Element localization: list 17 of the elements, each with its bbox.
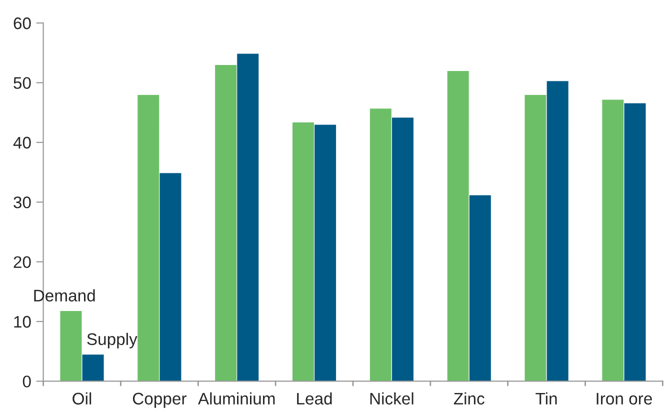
y-tick-label: 30 (14, 196, 31, 208)
x-tick-label: Copper (132, 392, 186, 408)
y-tick-label: 20 (14, 256, 31, 268)
y-tick-label: 60 (14, 17, 31, 30)
y-tick-label: 40 (13, 136, 31, 149)
x-tick-label: Zinc (454, 392, 484, 405)
series-label: Supply (87, 332, 138, 348)
x-tick-label: Iron ore (596, 392, 652, 405)
y-tick-label: 50 (14, 77, 31, 89)
y-tick-label: 0 (22, 376, 31, 388)
x-tick-label: Nickel (370, 392, 414, 405)
series-label: Demand (34, 289, 95, 302)
x-tick-label: Oil (72, 392, 92, 405)
x-tick-label: Aluminium (198, 392, 275, 405)
x-tick-label: Lead (297, 392, 332, 405)
x-tick-label: Tin (536, 392, 557, 404)
y-tick-label: 10 (14, 316, 31, 328)
